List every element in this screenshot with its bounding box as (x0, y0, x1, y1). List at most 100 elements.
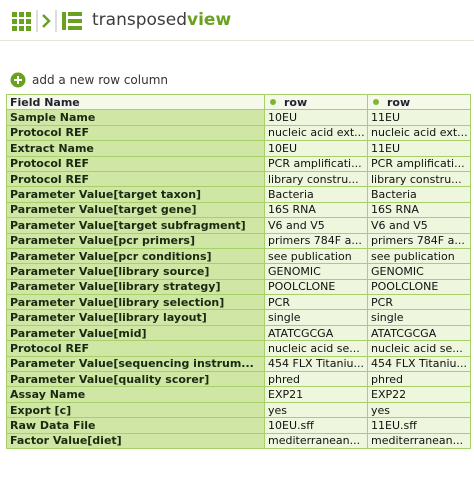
add-row-link[interactable]: add a new row column (10, 72, 168, 88)
cell-value[interactable]: primers 784F a... (367, 232, 471, 249)
table-row: Assay Name EXP21 EXP22 (6, 386, 471, 403)
field-name: Raw Data File (6, 417, 265, 434)
field-name: Parameter Value[target gene] (6, 201, 265, 219)
cell-value[interactable]: PCR amplificati... (367, 155, 471, 172)
cell-value[interactable]: mediterranean... (367, 432, 471, 449)
cell-value[interactable]: Bacteria (264, 186, 368, 203)
cell-value[interactable]: primers 784F a... (264, 232, 368, 249)
add-row-text[interactable]: add a new row column (32, 73, 169, 87)
cell-value[interactable]: see publication (264, 247, 368, 265)
cell-value[interactable]: V6 and V5 (264, 217, 368, 234)
cell-value[interactable]: 454 FLX Titaniu... (367, 355, 471, 373)
cell-value[interactable]: nucleic acid ext... (367, 124, 471, 142)
field-name: Assay Name (6, 386, 265, 403)
column-header[interactable]: row (264, 93, 368, 111)
cell-value[interactable]: ATATCGCGA (264, 324, 368, 342)
table-row: Parameter Value[pcr conditions] see publi… (6, 247, 471, 265)
cell-value[interactable]: 11EU (367, 109, 471, 126)
table-row: Export [c] yes yes (6, 401, 471, 419)
field-name: Protocol REF (6, 155, 265, 172)
cell-value[interactable]: PCR (264, 294, 368, 311)
field-name: Protocol REF (6, 340, 265, 357)
table-row: Extract Name 10EU 11EU (6, 140, 471, 157)
field-name: Parameter Value[library source] (6, 263, 265, 280)
cell-value[interactable]: phred (264, 371, 368, 388)
cell-value[interactable]: mediterranean... (264, 432, 368, 449)
cell-value[interactable]: GENOMIC (264, 263, 368, 280)
field-name: Parameter Value[library layout] (6, 309, 265, 326)
cell-value[interactable]: 11EU (367, 140, 471, 157)
column-header[interactable]: Field Name (6, 93, 265, 111)
field-name: Export [c] (6, 401, 265, 419)
column-header[interactable]: row (367, 93, 471, 111)
field-name: Factor Value[diet] (6, 432, 265, 449)
column-header-text: row (284, 95, 308, 109)
cell-value[interactable]: GENOMIC (367, 263, 471, 280)
field-name: Parameter Value[quality scorer] (6, 371, 265, 388)
cell-value[interactable]: nucleic acid se... (367, 340, 471, 357)
cell-value[interactable]: single (367, 309, 471, 326)
cell-value[interactable]: single (264, 309, 368, 326)
toolbar: transposedview (0, 0, 474, 41)
field-name: Parameter Value[pcr primers] (6, 232, 265, 249)
cell-value[interactable]: 11EU.sff (367, 417, 471, 434)
table-row: Parameter Value[mid] ATATCGCGA ATATCGCGA (6, 324, 471, 342)
field-name: Parameter Value[pcr conditions] (6, 247, 265, 265)
table-row: Parameter Value[library source] GENOMIC GE… (6, 263, 471, 280)
column-header-text: Field Name (10, 95, 80, 109)
cell-value[interactable]: ATATCGCGA (367, 324, 471, 342)
table-row: Sample Name 10EU 11EU (6, 109, 471, 126)
cell-value[interactable]: library constru... (367, 170, 471, 188)
column-dot (373, 98, 379, 105)
toolbar-icons (12, 10, 82, 32)
table-row: Parameter Value[quality scorer] phred phre… (6, 371, 471, 388)
table-row: Protocol REF library constru... library co… (6, 170, 471, 188)
field-name: Parameter Value[library strategy] (6, 278, 265, 296)
table-row: Parameter Value[library strategy] POOLCLO… (6, 278, 471, 296)
field-name: Parameter Value[library selection] (6, 294, 265, 311)
header-row: Field Name row row (6, 93, 471, 111)
cell-value[interactable]: V6 and V5 (367, 217, 471, 234)
cell-value[interactable]: nucleic acid ext... (264, 124, 368, 142)
cell-value[interactable]: PCR (367, 294, 471, 311)
cell-value[interactable]: yes (264, 401, 368, 419)
table-row: Parameter Value[target gene] 16S RNA 16S R… (6, 201, 471, 219)
cell-value[interactable]: 10EU (264, 109, 368, 126)
table-row: Parameter Value[sequencing instrum... 454… (6, 355, 471, 373)
table-row: Parameter Value[library selection] PCR PCR (6, 294, 471, 311)
view-title: transposedview (92, 10, 231, 30)
table-row: Factor Value[diet] mediterranean... medite… (6, 432, 471, 449)
add-icon (10, 72, 26, 88)
table-row: Parameter Value[pcr primers] primers 784F… (6, 232, 471, 249)
field-name: Parameter Value[target subfragment] (6, 217, 265, 234)
cell-value[interactable]: phred (367, 371, 471, 388)
title-main: transposed (92, 10, 188, 30)
table-row: Parameter Value[target subfragment] V6 an… (6, 217, 471, 234)
cell-value[interactable]: EXP21 (264, 386, 368, 403)
cell-value[interactable]: 10EU (264, 140, 368, 157)
cell-value[interactable]: EXP22 (367, 386, 471, 403)
cell-value[interactable]: library constru... (264, 170, 368, 188)
cell-value[interactable]: 16S RNA (367, 201, 471, 219)
cell-value[interactable]: 16S RNA (264, 201, 368, 219)
table-row: Protocol REF nucleic acid se... nucleic ac… (6, 340, 471, 357)
cell-value[interactable]: 10EU.sff (264, 417, 368, 434)
data-table: Field Name row row Sample Name 10EU 11EU Prot… (6, 93, 471, 449)
cell-value[interactable]: POOLCLONE (367, 278, 471, 296)
cell-value[interactable]: nucleic acid se... (264, 340, 368, 357)
cell-value[interactable]: yes (367, 401, 471, 419)
cell-value[interactable]: 454 FLX Titaniu... (264, 355, 368, 373)
table-row: Raw Data File 10EU.sff 11EU.sff (6, 417, 471, 434)
column-dot (270, 98, 276, 105)
field-name: Sample Name (6, 109, 265, 126)
table-row: Protocol REF nucleic acid ext... nucleic a… (6, 124, 471, 142)
field-name: Protocol REF (6, 124, 265, 142)
cell-value[interactable]: POOLCLONE (264, 278, 368, 296)
cell-value[interactable]: see publication (367, 247, 471, 265)
field-name: Parameter Value[target taxon] (6, 186, 265, 203)
column-header-text: row (387, 95, 411, 109)
cell-value[interactable]: Bacteria (367, 186, 471, 203)
cell-value[interactable]: PCR amplificati... (264, 155, 368, 172)
field-name: Extract Name (6, 140, 265, 157)
